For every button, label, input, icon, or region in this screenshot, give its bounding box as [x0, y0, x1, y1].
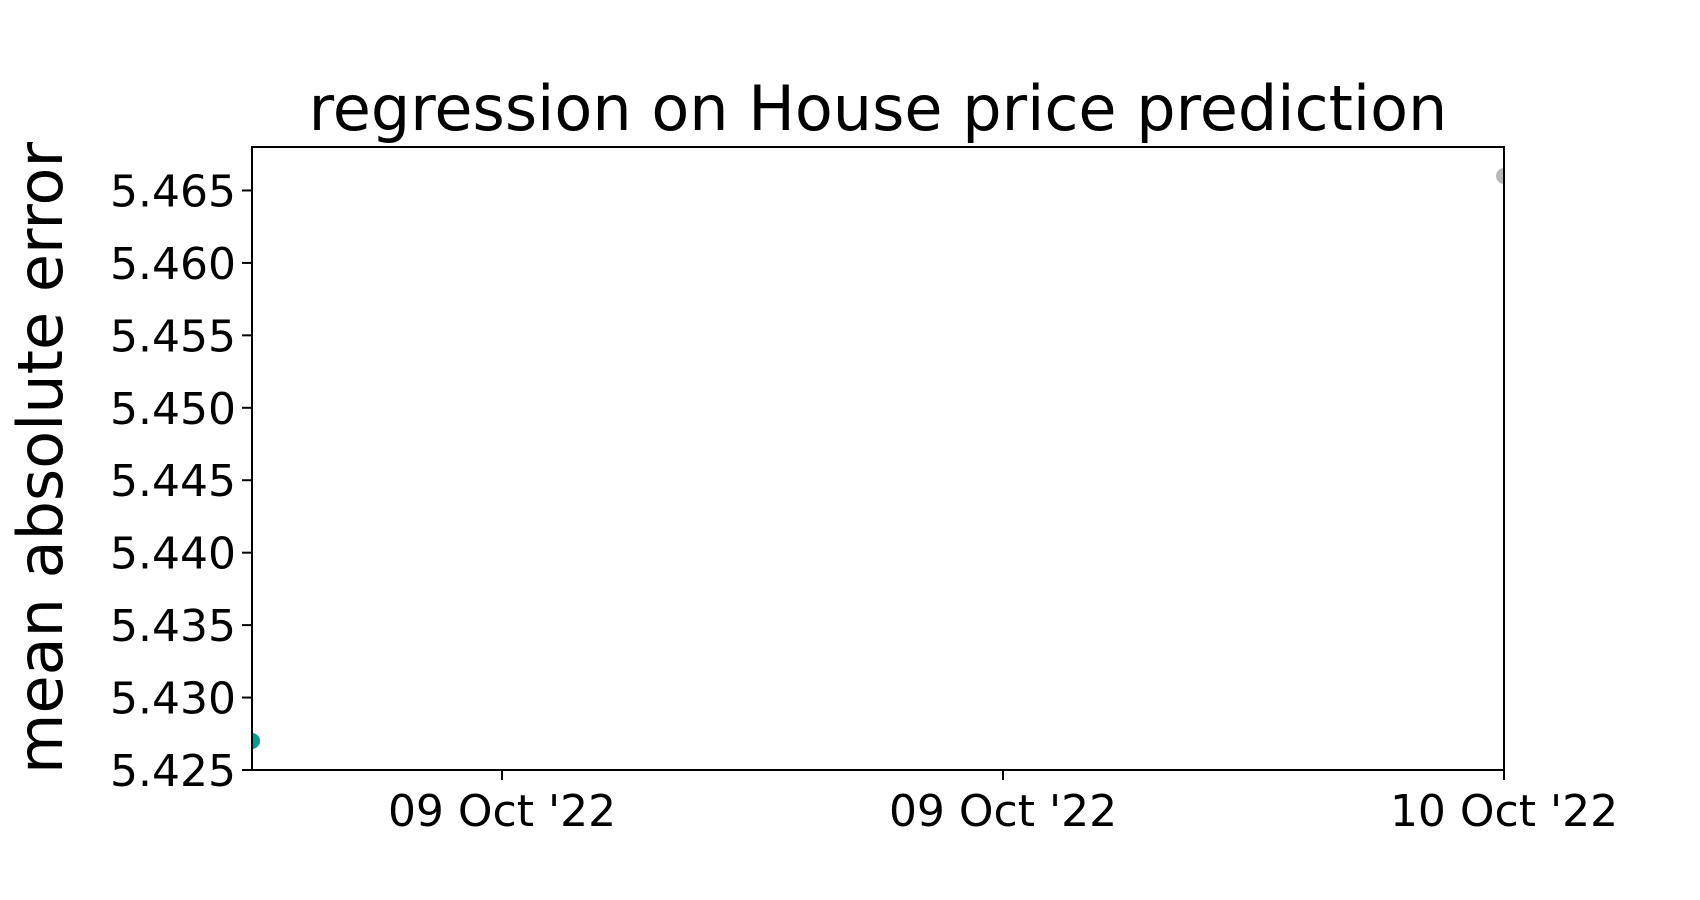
x-tick-label: 10 Oct '22: [1390, 786, 1618, 837]
y-tick-label: 5.425: [110, 746, 236, 797]
data-point: [252, 733, 260, 750]
data-point: [1496, 167, 1504, 184]
x-tick-label: 09 Oct '22: [388, 786, 616, 837]
plot-frame: [251, 146, 1505, 771]
y-tick-label: 5.465: [110, 166, 236, 217]
y-axis-label: mean absolute error: [4, 142, 77, 774]
chart-title: regression on House price prediction: [309, 72, 1448, 145]
y-axis: 5.425 5.430 5.435 5.440 5.445 5.450 5.455 5.460…: [110, 166, 252, 797]
x-tick-label: 09 Oct '22: [889, 786, 1117, 837]
y-tick-label: 5.455: [110, 311, 236, 362]
x-axis: 09 Oct '22 09 Oct '22 10 Oct '22: [388, 770, 1618, 837]
y-tick-label: 5.450: [110, 384, 236, 435]
y-tick-label: 5.460: [110, 239, 236, 290]
y-tick-label: 5.430: [110, 674, 236, 725]
y-tick-label: 5.435: [110, 601, 236, 652]
y-tick-label: 5.445: [110, 456, 236, 507]
y-tick-label: 5.440: [110, 529, 236, 580]
data-points: [252, 167, 1504, 750]
